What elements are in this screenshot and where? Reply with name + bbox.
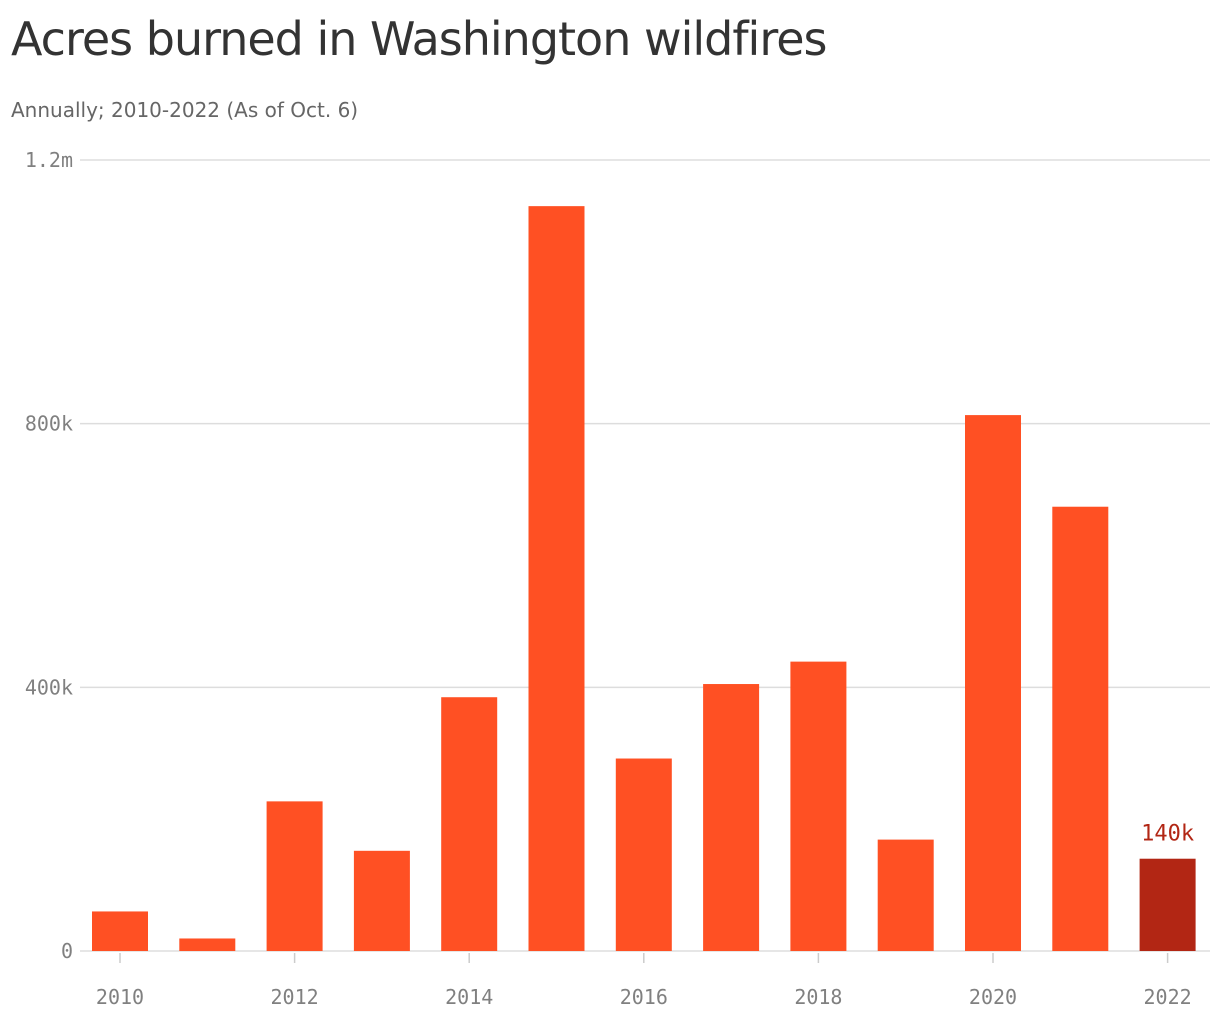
x-tick-label: 2012 bbox=[271, 985, 319, 1009]
y-tick-label: 400k bbox=[25, 675, 73, 699]
data-label-2022: 140k bbox=[1141, 822, 1194, 847]
y-tick-label: 800k bbox=[25, 412, 73, 436]
y-axis: 0 400k 800k 1.2m bbox=[25, 148, 73, 963]
bar-2013 bbox=[353, 850, 410, 951]
x-axis: 2010 2012 2014 2016 2018 2020 2022 bbox=[96, 953, 1192, 1009]
chart-title: Acres burned in Washington wildfires bbox=[11, 12, 827, 66]
annotations: 140k bbox=[1141, 822, 1194, 847]
bars bbox=[92, 206, 1196, 951]
x-tick-label: 2016 bbox=[620, 985, 668, 1009]
bar-2014 bbox=[441, 697, 498, 951]
bar-2010 bbox=[92, 911, 148, 951]
bar-2021 bbox=[1052, 506, 1109, 951]
bar-2018 bbox=[790, 661, 847, 951]
y-tick-label: 1.2m bbox=[25, 148, 73, 172]
bar-2017 bbox=[703, 684, 760, 951]
bar-2015 bbox=[528, 206, 585, 951]
bar-2019 bbox=[877, 839, 934, 951]
bar-2022 bbox=[1139, 858, 1196, 951]
x-tick-label: 2010 bbox=[96, 985, 144, 1009]
bar-2020 bbox=[965, 415, 1021, 951]
bar-2012 bbox=[266, 801, 323, 951]
x-tick-label: 2014 bbox=[445, 985, 493, 1009]
x-tick-label: 2018 bbox=[794, 985, 842, 1009]
y-tick-label: 0 bbox=[61, 939, 73, 963]
x-tick-label: 2020 bbox=[969, 985, 1017, 1009]
chart-subtitle: Annually; 2010-2022 (As of Oct. 6) bbox=[11, 98, 359, 122]
bar-2016 bbox=[615, 758, 672, 951]
x-tick-label: 2022 bbox=[1144, 985, 1192, 1009]
bar-2011 bbox=[179, 938, 236, 951]
